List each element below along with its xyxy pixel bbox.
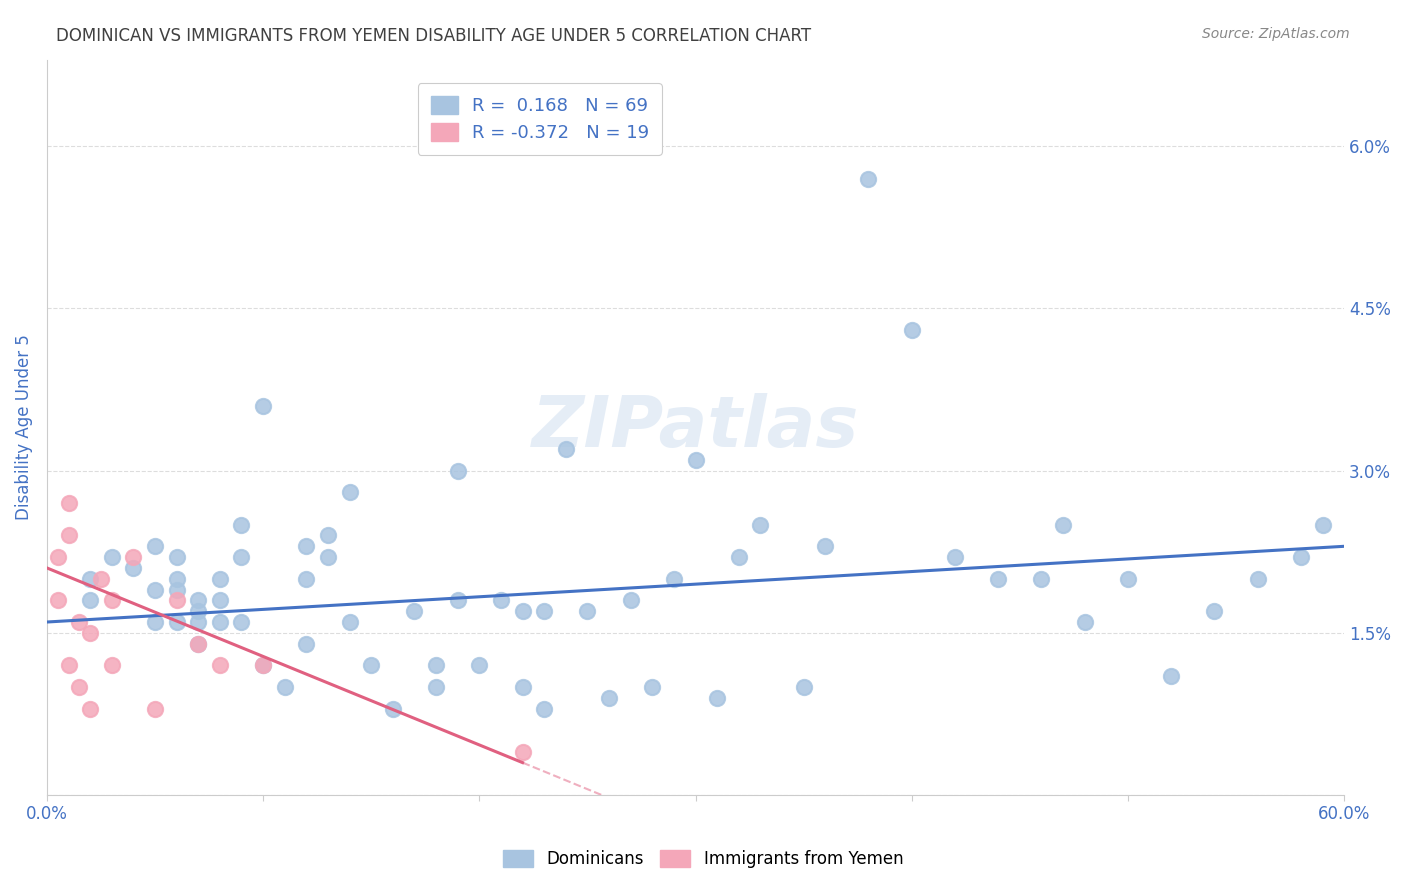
Point [360,658,382,673]
Point [1204,604,1226,618]
Point [404,604,426,618]
Point [231,550,253,565]
Point [295,637,318,651]
Point [533,701,555,715]
Point [79,572,101,586]
Point [793,680,815,694]
Y-axis label: Disability Age Under 5: Disability Age Under 5 [15,334,32,520]
Point [512,604,534,618]
Point [662,572,685,586]
Legend: R =  0.168   N = 69, R = -0.372   N = 19: R = 0.168 N = 69, R = -0.372 N = 19 [418,83,662,154]
Point [46,550,69,565]
Point [79,625,101,640]
Point [166,572,188,586]
Point [339,485,361,500]
Point [100,658,122,673]
Point [447,593,470,607]
Point [1160,669,1182,683]
Point [143,615,166,629]
Point [512,680,534,694]
Point [598,690,620,705]
Point [252,399,274,413]
Point [187,593,209,607]
Point [187,637,209,651]
Point [166,593,188,607]
Point [79,701,101,715]
Point [122,561,145,575]
Point [1073,615,1095,629]
Point [339,615,361,629]
Point [67,680,90,694]
Point [576,604,599,618]
Point [554,442,576,456]
Point [641,680,664,694]
Point [252,658,274,673]
Point [620,593,643,607]
Point [1116,572,1139,586]
Point [814,539,837,553]
Point [79,593,101,607]
Point [166,550,188,565]
Point [46,593,69,607]
Point [468,658,491,673]
Point [1289,550,1312,565]
Point [187,604,209,618]
Point [90,572,112,586]
Point [1312,517,1334,532]
Point [143,582,166,597]
Point [1031,572,1053,586]
Point [295,572,318,586]
Point [512,745,534,759]
Point [1246,572,1268,586]
Point [166,582,188,597]
Point [208,572,231,586]
Point [900,323,922,337]
Point [58,496,80,510]
Point [122,550,145,565]
Point [208,615,231,629]
Point [100,550,122,565]
Point [187,637,209,651]
Point [316,528,339,542]
Point [316,550,339,565]
Point [208,658,231,673]
Text: DOMINICAN VS IMMIGRANTS FROM YEMEN DISABILITY AGE UNDER 5 CORRELATION CHART: DOMINICAN VS IMMIGRANTS FROM YEMEN DISAB… [56,27,811,45]
Point [208,593,231,607]
Point [252,658,274,673]
Point [187,615,209,629]
Point [858,171,880,186]
Point [1052,517,1074,532]
Point [143,701,166,715]
Point [67,615,90,629]
Point [100,593,122,607]
Point [685,452,707,467]
Legend: Dominicans, Immigrants from Yemen: Dominicans, Immigrants from Yemen [496,843,910,875]
Point [706,690,728,705]
Point [749,517,772,532]
Point [533,604,555,618]
Point [987,572,1010,586]
Point [231,517,253,532]
Point [425,658,447,673]
Point [166,615,188,629]
Point [447,464,470,478]
Point [727,550,749,565]
Text: Source: ZipAtlas.com: Source: ZipAtlas.com [1202,27,1350,41]
Text: ZIPatlas: ZIPatlas [531,392,859,462]
Point [231,615,253,629]
Point [381,701,404,715]
Point [943,550,966,565]
Point [425,680,447,694]
Point [295,539,318,553]
Point [58,658,80,673]
Point [489,593,512,607]
Point [274,680,297,694]
Point [143,539,166,553]
Point [58,528,80,542]
